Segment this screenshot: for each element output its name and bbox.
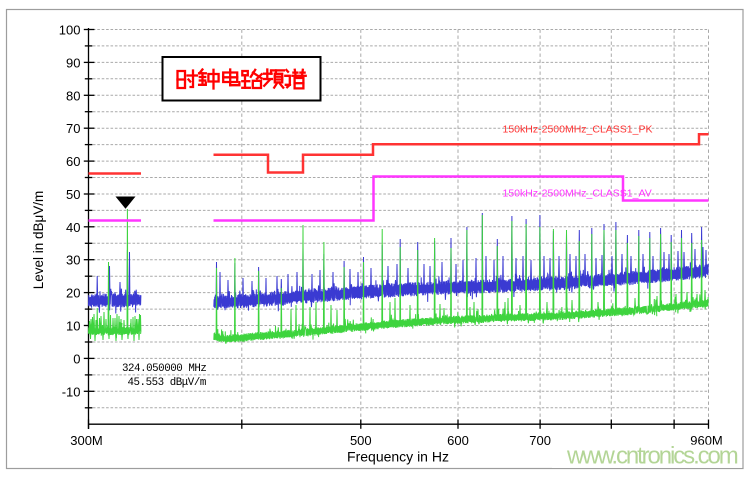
svg-text:60: 60	[66, 154, 80, 169]
svg-text:150kHz-2500MHz_CLASS1_AV: 150kHz-2500MHz_CLASS1_AV	[503, 188, 652, 200]
svg-text:45.553 dBμV/m: 45.553 dBμV/m	[128, 377, 206, 389]
svg-text:0: 0	[73, 351, 80, 366]
svg-text:500: 500	[350, 433, 372, 448]
svg-text:Level in dBμV/m: Level in dBμV/m	[31, 191, 46, 290]
svg-text:80: 80	[66, 88, 80, 103]
svg-text:10: 10	[66, 319, 80, 334]
svg-text:-10: -10	[62, 384, 81, 399]
svg-text:600: 600	[447, 433, 469, 448]
svg-text:70: 70	[66, 121, 80, 136]
svg-text:100: 100	[59, 23, 81, 38]
svg-text:20: 20	[66, 286, 80, 301]
svg-text:Frequency in Hz: Frequency in Hz	[347, 449, 449, 465]
svg-text:700: 700	[529, 433, 551, 448]
svg-text:324.050000 MHz: 324.050000 MHz	[122, 363, 206, 375]
svg-text:40: 40	[66, 220, 80, 235]
svg-text:960M: 960M	[690, 433, 723, 448]
svg-text:90: 90	[66, 55, 80, 70]
svg-text:30: 30	[66, 253, 80, 268]
svg-text:300M: 300M	[70, 433, 103, 448]
svg-text:50: 50	[66, 187, 80, 202]
svg-text:www.cntronics.com: www.cntronics.com	[566, 443, 738, 470]
svg-text:150kHz-2500MHz_CLASS1_PK: 150kHz-2500MHz_CLASS1_PK	[503, 124, 653, 136]
